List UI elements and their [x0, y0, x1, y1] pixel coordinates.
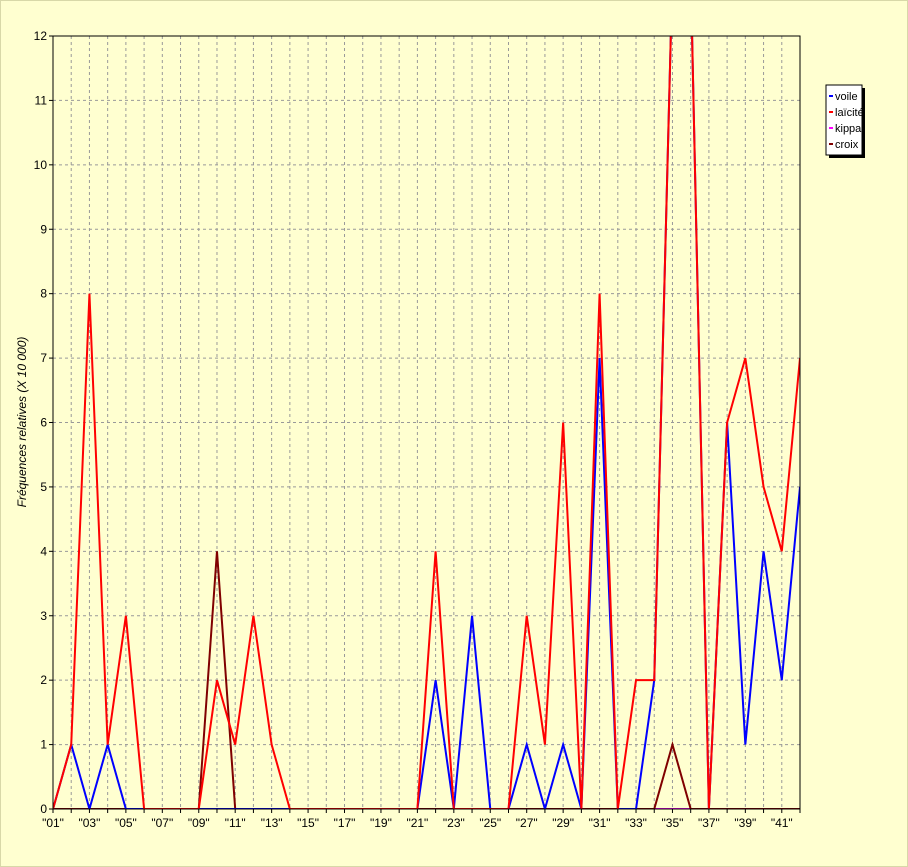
y-axis-label: Fréquences relatives (X 10 000): [15, 337, 29, 508]
x-tick-label: "17": [334, 816, 356, 830]
x-tick-label: "21": [406, 816, 428, 830]
y-tick-label: 12: [34, 29, 48, 43]
x-tick-label: "05": [115, 816, 137, 830]
legend-label: voile: [835, 91, 858, 103]
x-tick-label: "03": [79, 816, 101, 830]
y-tick-label: 11: [35, 93, 48, 107]
y-tick-label: 9: [40, 222, 47, 236]
x-tick-label: "11": [225, 816, 246, 830]
y-tick-label: 8: [40, 287, 47, 301]
x-tick-label: "19": [370, 816, 392, 830]
x-tick-label: "33": [625, 816, 647, 830]
legend-label: laïcité: [835, 107, 864, 119]
x-tick-label: "29": [552, 816, 574, 830]
y-tick-label: 3: [40, 609, 47, 623]
x-tick-label: "25": [479, 816, 501, 830]
legend-label: kippa: [835, 123, 862, 135]
series-group: [53, 36, 800, 809]
x-tick-label: "09": [188, 816, 210, 830]
x-tick-label: "23": [443, 816, 465, 830]
y-tick-label: 5: [40, 480, 47, 494]
y-tick-label: 6: [40, 416, 47, 430]
series-line: [53, 36, 800, 809]
y-tick-label: 10: [34, 158, 48, 172]
y-tick-label: 7: [40, 351, 47, 365]
x-tick-label: "13": [261, 816, 283, 830]
y-tick-label: 0: [40, 802, 47, 816]
x-tick-label: "01": [42, 816, 64, 830]
x-tick-label: "39": [734, 816, 756, 830]
series-line: [53, 36, 800, 809]
x-tick-label: "35": [662, 816, 684, 830]
y-tick-label: 1: [40, 738, 47, 752]
y-tick-label: 2: [40, 673, 47, 687]
x-tick-label: "37": [698, 816, 720, 830]
x-tick-label: "31": [589, 816, 611, 830]
y-tick-label: 4: [40, 544, 47, 558]
x-tick-label: "15": [297, 816, 319, 830]
series-line: [53, 551, 800, 809]
x-tick-label: "27": [516, 816, 538, 830]
legend-label: croix: [835, 139, 859, 151]
x-tick-label: "07": [151, 816, 173, 830]
x-tick-label: "41": [771, 816, 793, 830]
plot-border: [52, 35, 801, 810]
